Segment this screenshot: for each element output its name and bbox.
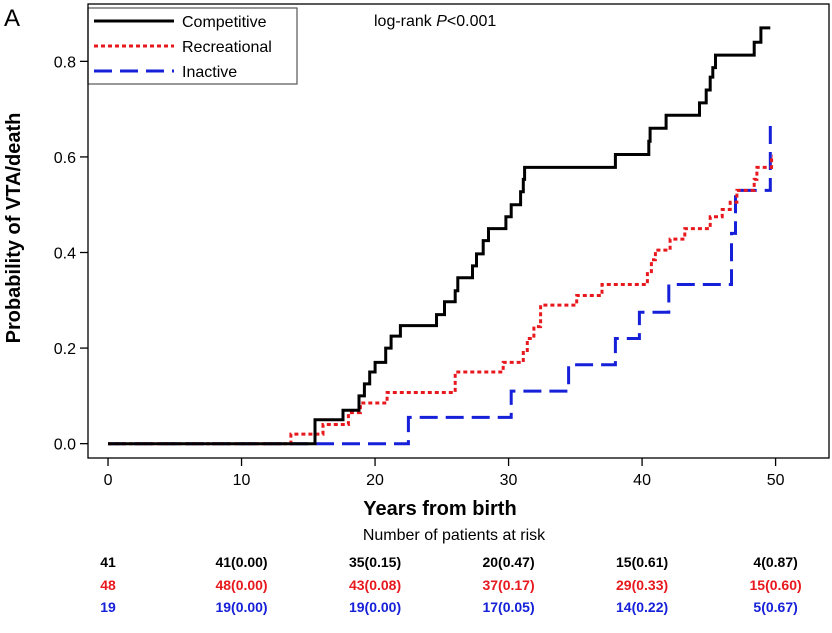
legend-label-recreational: Recreational xyxy=(182,39,272,56)
x-tick-label: 50 xyxy=(767,472,785,489)
risk-cell-competitive: 35(0.15) xyxy=(349,554,401,570)
legend-label-inactive: Inactive xyxy=(182,64,237,81)
y-tick-label: 0.4 xyxy=(54,246,76,263)
risk-cell-inactive: 17(0.05) xyxy=(482,599,534,615)
risk-cell-recreational: 43(0.08) xyxy=(349,577,401,593)
series-line-inactive xyxy=(108,124,772,446)
risk-cell-competitive: 20(0.47) xyxy=(482,554,534,570)
risk-cell-recreational: 48 xyxy=(100,577,116,593)
axes: 0 10 20 30 40 50 0.0 0.2 0.4 0.6 0.8 xyxy=(54,3,830,489)
logrank-p-value: <0.001 xyxy=(447,13,496,30)
y-tick-label: 0.6 xyxy=(54,150,76,167)
risk-cell-recreational: 29(0.33) xyxy=(616,577,668,593)
legend-label-competitive: Competitive xyxy=(182,14,267,31)
risk-cell-competitive: 41(0.00) xyxy=(215,554,267,570)
risk-table-title: Number of patients at risk xyxy=(363,527,546,544)
logrank-p-symbol: P xyxy=(436,13,447,30)
risk-cell-competitive: 15(0.61) xyxy=(616,554,668,570)
risk-cell-recreational: 15(0.60) xyxy=(750,577,802,593)
risk-cell-recreational: 37(0.17) xyxy=(482,577,534,593)
x-tick-label: 30 xyxy=(500,472,518,489)
risk-cell-inactive: 19(0.00) xyxy=(215,599,267,615)
y-tick-label: 0.0 xyxy=(54,437,76,454)
series-line-recreational xyxy=(108,154,774,446)
y-tick-label: 0.2 xyxy=(54,341,76,358)
risk-cell-competitive: 41 xyxy=(100,554,116,570)
risk-cell-inactive: 14(0.22) xyxy=(616,599,668,615)
risk-cell-inactive: 19(0.00) xyxy=(349,599,401,615)
risk-cell-inactive: 19 xyxy=(100,599,116,615)
risk-table: 41 41(0.00) 35(0.15) 20(0.47) 15(0.61) 4(0.87… xyxy=(100,554,801,615)
risk-cell-inactive: 5(0.67) xyxy=(753,599,797,615)
y-tick-label: 0.8 xyxy=(54,54,76,71)
x-tick-label: 20 xyxy=(366,472,384,489)
x-tick-label: 10 xyxy=(233,472,251,489)
logrank-annotation: log-rank P<0.001 xyxy=(374,13,496,30)
x-axis-title: Years from birth xyxy=(363,498,516,520)
panel-label: A xyxy=(4,5,20,32)
risk-cell-competitive: 4(0.87) xyxy=(753,554,797,570)
x-tick-label: 0 xyxy=(104,472,113,489)
y-axis-title: Probability of VTA/death xyxy=(3,113,25,344)
plot-area xyxy=(108,26,774,446)
logrank-prefix: log-rank xyxy=(374,13,436,30)
series-line-competitive xyxy=(108,26,771,446)
plot-frame xyxy=(87,3,830,459)
x-tick-label: 40 xyxy=(633,472,651,489)
legend: Competitive Recreational Inactive xyxy=(94,14,272,81)
risk-cell-recreational: 48(0.00) xyxy=(215,577,267,593)
